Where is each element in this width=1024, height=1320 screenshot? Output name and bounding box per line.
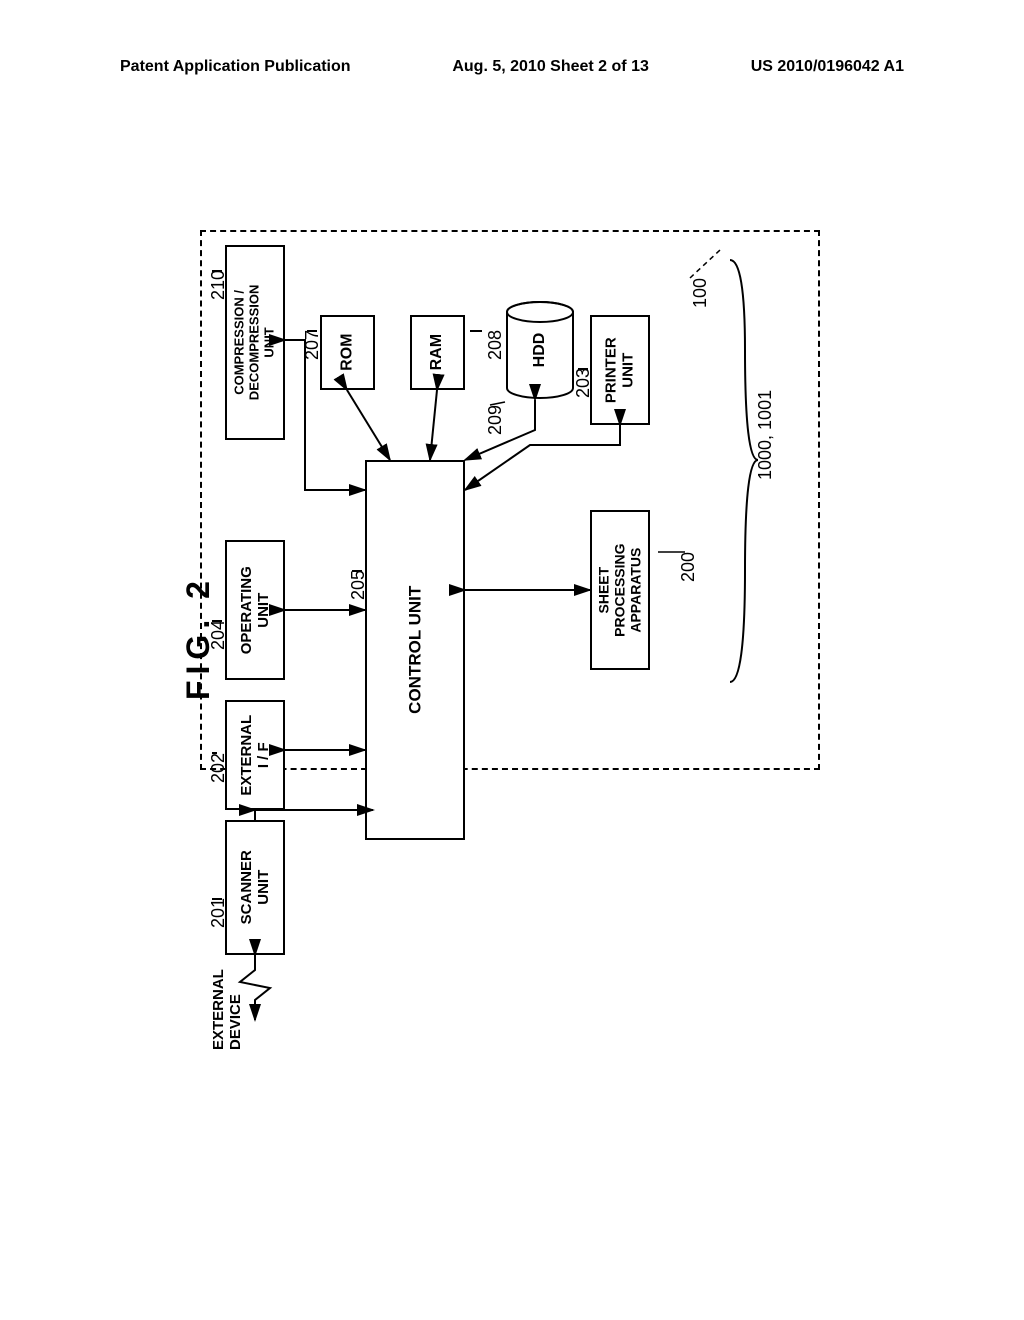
tick-208 — [470, 330, 482, 332]
tick-205 — [352, 570, 362, 572]
ram-block: RAM — [410, 315, 465, 390]
compression-unit-label: COMPRESSION / DECOMPRESSION UNIT — [233, 285, 278, 401]
tick-202 — [212, 752, 217, 754]
rom-block: ROM — [320, 315, 375, 390]
external-if-label: EXTERNAL I / F — [238, 715, 273, 796]
ref-205: 205 — [348, 570, 369, 600]
header-left: Patent Application Publication — [120, 58, 351, 76]
header-right: US 2010/0196042 A1 — [751, 58, 904, 76]
ref-207: 207 — [302, 330, 323, 360]
rom-label: ROM — [338, 334, 356, 371]
ref-100: 100 — [690, 278, 711, 308]
sheet-processing-label: SHEET PROCESSING APPARATUS — [596, 543, 644, 636]
operating-unit-block: OPERATING UNIT — [225, 540, 285, 680]
page-header: Patent Application Publication Aug. 5, 2… — [0, 58, 1024, 76]
external-device-label: EXTERNAL DEVICE — [210, 969, 245, 1050]
compression-unit-block: COMPRESSION / DECOMPRESSION UNIT — [225, 245, 285, 440]
ref-203: 203 — [573, 368, 594, 398]
external-if-block: EXTERNAL I / F — [225, 700, 285, 810]
tick-203 — [578, 368, 588, 370]
header-center: Aug. 5, 2010 Sheet 2 of 13 — [452, 58, 649, 76]
operating-unit-label: OPERATING UNIT — [238, 566, 273, 654]
tick-207 — [307, 330, 317, 332]
ref-208: 208 — [485, 330, 506, 360]
tick-201 — [212, 898, 222, 900]
scanner-unit-label: SCANNER UNIT — [238, 850, 273, 924]
control-unit-label: CONTROL UNIT — [405, 586, 425, 714]
tick-210 — [212, 270, 222, 272]
printer-unit-label: PRINTER UNIT — [603, 337, 638, 403]
ref-201: 201 — [208, 898, 229, 928]
sheet-processing-block: SHEET PROCESSING APPARATUS — [590, 510, 650, 670]
ram-label: RAM — [428, 334, 446, 370]
ref-1000-1001: 1000, 1001 — [755, 390, 776, 480]
control-unit-block: CONTROL UNIT — [365, 460, 465, 840]
ref-202: 202 — [208, 753, 229, 783]
ref-209: 209 — [485, 405, 506, 435]
ref-204: 204 — [208, 620, 229, 650]
ref-200: 200 — [678, 552, 699, 582]
printer-unit-block: PRINTER UNIT — [590, 315, 650, 425]
figure-2-diagram: FIG. 2 SCANNER UNIT EXTERNAL I / F OPERA… — [130, 230, 860, 1070]
hdd-label: HDD — [531, 333, 549, 368]
ref-210: 210 — [208, 270, 229, 300]
hdd-block: HDD — [505, 300, 575, 400]
tick-204 — [212, 620, 222, 622]
scanner-unit-block: SCANNER UNIT — [225, 820, 285, 955]
